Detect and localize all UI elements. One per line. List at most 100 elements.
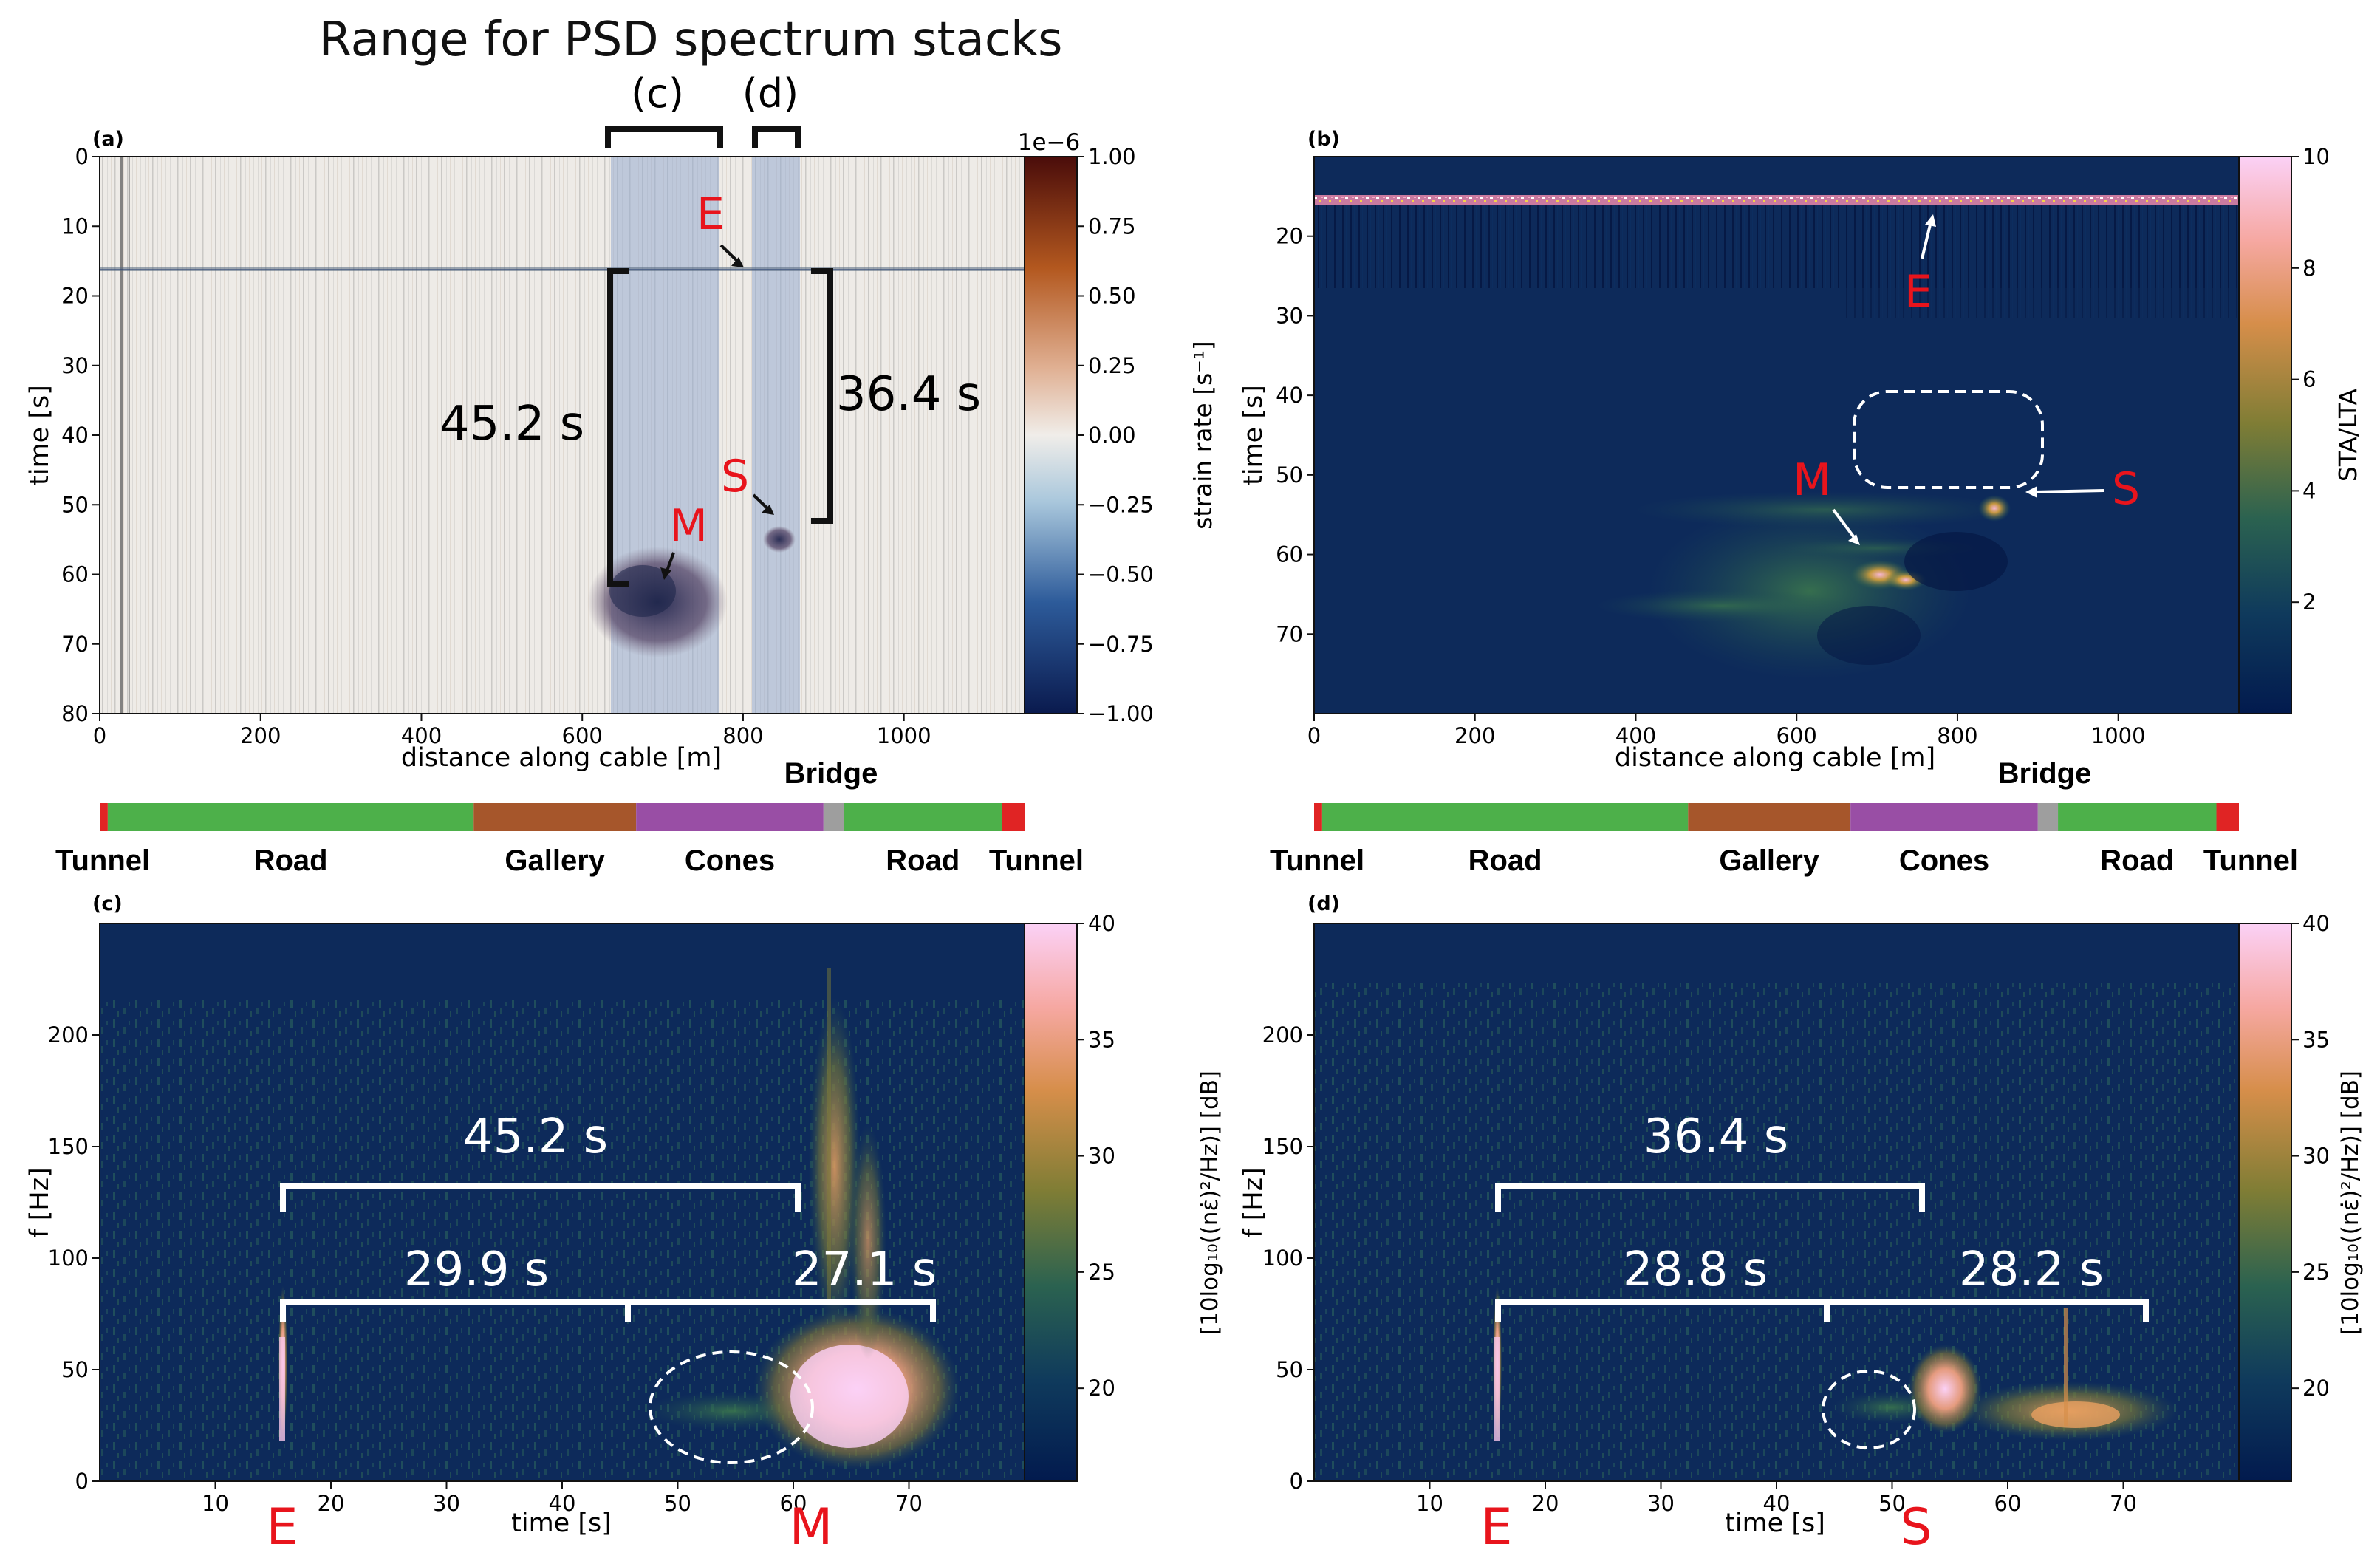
panel-b-dashed-region (1853, 390, 2044, 489)
colorbar-tick-label: 20 (1088, 1376, 1115, 1401)
event-m-a: M (669, 500, 708, 552)
x-tick-label: 30 (1647, 1491, 1675, 1516)
panel-b-bridge-label: Bridge (1998, 757, 2092, 790)
panel-d-label: (d) (1307, 892, 1340, 915)
x-tick-label: 400 (1615, 723, 1656, 748)
cable-section-label: Gallery (1719, 844, 1819, 877)
y-tick-label: 40 (61, 423, 89, 448)
cable-section-label: Cones (1899, 844, 1989, 877)
panel-d: (d) 10 20 30 40 50 60 70 0 50 100 150 200 time [s]… (1239, 892, 2364, 1557)
cable-section-label: Tunnel (1270, 844, 1364, 877)
y-tick-label: 200 (48, 1022, 89, 1048)
x-tick-label: 600 (1777, 723, 1817, 748)
event-e-b: E (1904, 266, 1932, 318)
panel-a-colorbar-exponent: 1e−6 (1018, 129, 1081, 156)
bracket-28-2-d-label: 28.2 s (1959, 1243, 2104, 1297)
cable-section-tunnel (2216, 803, 2239, 831)
x-tick-label: 0 (1307, 723, 1321, 748)
y-tick-label: 100 (48, 1246, 89, 1271)
y-tick-label: 50 (61, 492, 89, 517)
y-tick-label: 200 (1262, 1022, 1303, 1048)
panel-b-xlabel: distance along cable [m] (1615, 743, 1935, 773)
bracket-29-9-c (280, 1299, 936, 1322)
cable-section-label: Road (2100, 844, 2174, 877)
x-tick-label: 200 (1454, 723, 1495, 748)
colorbar-tick-label: 30 (2302, 1144, 2330, 1169)
event-e-a: E (697, 188, 725, 240)
bracket-28-8-d (1495, 1299, 2149, 1322)
cable-section-label: Road (254, 844, 328, 877)
cable-section-tunnel (1314, 803, 1322, 831)
panel-a-ylabel: time [s] (25, 385, 55, 485)
cable-section-gallery (1688, 803, 1851, 831)
panel-d-colorbar-label: [10log₁₀((nε̇)²/Hz)] [dB] (2337, 1070, 2364, 1335)
y-tick-label: 0 (75, 144, 89, 169)
colorbar-tick-label: 0.50 (1088, 284, 1136, 309)
bracket-36-4-d-label: 36.4 s (1644, 1110, 1788, 1164)
bracket-36-4-a (811, 268, 833, 524)
y-tick-label: 50 (1276, 1357, 1303, 1382)
x-tick-label: 40 (1763, 1491, 1791, 1516)
stack-range-c-label: (c) (631, 70, 684, 117)
event-s-b-signal (1978, 495, 2011, 522)
panel-d-dashed-region (1822, 1370, 1916, 1449)
x-tick-label: 60 (780, 1491, 807, 1516)
panel-c-label: (c) (92, 892, 123, 915)
colorbar-tick-label: 1.00 (1088, 144, 1136, 169)
colorbar-tick-label: 35 (1088, 1027, 1115, 1052)
panel-c: (c) 10 20 30 40 50 60 70 0 50 100 150 200 time [s]… (25, 892, 1223, 1557)
colorbar-tick-label: −1.00 (1088, 701, 1154, 726)
colorbar-tick-label: −0.75 (1088, 632, 1154, 657)
y-tick-label: 150 (1262, 1134, 1303, 1159)
suptitle: Range for PSD spectrum stacks (319, 13, 1063, 67)
y-tick-label: 0 (1290, 1469, 1303, 1494)
panel-d-colorbar (2239, 923, 2291, 1481)
event-e-d: E (1481, 1498, 1513, 1557)
y-tick-label: 150 (48, 1134, 89, 1159)
x-tick-label: 70 (2110, 1491, 2137, 1516)
colorbar-tick-label: 40 (2302, 911, 2330, 936)
panel-b-colorbar-label: STA/LTA (2333, 388, 2362, 482)
colorbar-tick-label: 6 (2302, 367, 2316, 392)
panel-c-x-axis: 10 20 30 40 50 60 70 (202, 1481, 923, 1516)
x-tick-label: 800 (722, 723, 763, 748)
y-tick-label: 30 (1276, 303, 1303, 328)
panel-c-dashed-region (649, 1350, 814, 1464)
x-tick-label: 50 (1878, 1491, 1906, 1516)
panel-c-y-axis: 0 50 100 150 200 (48, 1022, 100, 1494)
cable-section-label: Road (886, 844, 960, 877)
cable-section-bridge (2037, 803, 2059, 831)
panel-b-label: (b) (1307, 128, 1340, 151)
event-s-d: S (1900, 1498, 1932, 1557)
panel-a-y-axis: 0 10 20 30 40 50 60 70 80 (61, 144, 100, 726)
colorbar-tick-label: 25 (1088, 1260, 1115, 1285)
y-tick-label: 20 (1276, 224, 1303, 249)
cable-section-label: Tunnel (55, 844, 150, 877)
x-tick-label: 50 (664, 1491, 691, 1516)
colorbar-tick-label: 40 (1088, 911, 1115, 936)
x-tick-label: 200 (240, 723, 281, 748)
panel-a: (a) (c) (d) 0 200 400 600 800 1000 0 10 20 30 40 5… (25, 70, 1217, 790)
panel-c-ylabel: f [Hz] (25, 1167, 55, 1237)
y-tick-label: 30 (61, 353, 89, 378)
stack-band-d (752, 157, 800, 714)
panel-b: (b) 0 200 400 600 800 1000 20 30 40 50 60 70 dista… (1239, 128, 2362, 790)
stack-range-d-label: (d) (742, 70, 799, 117)
panel-a-colorbar-ticks: 1.00 0.75 0.50 0.25 0.00 −0.25 −0.50 −0.75 −1.00 (1077, 144, 1154, 726)
cable-section-cones (1850, 803, 2038, 831)
y-tick-label: 60 (61, 562, 89, 587)
x-tick-label: 30 (433, 1491, 460, 1516)
x-tick-label: 400 (401, 723, 442, 748)
panel-b-ylabel: time [s] (1239, 385, 1268, 485)
cable-section-bar-left: Tunnel Road Gallery Cones Road Tunnel (55, 803, 1084, 877)
panel-b-y-axis: 20 30 40 50 60 70 (1276, 224, 1314, 646)
cable-section-label: Cones (685, 844, 775, 877)
x-tick-label: 70 (895, 1491, 923, 1516)
panel-a-bridge-label: Bridge (784, 757, 878, 790)
panel-c-colorbar-label: [10log₁₀((nε̇)²/Hz)] [dB] (1197, 1070, 1223, 1335)
bracket-28-8-d-label: 28.8 s (1623, 1243, 1768, 1297)
panel-d-colorbar-ticks: 40 35 30 25 20 (2291, 911, 2330, 1401)
panel-b-colorbar-ticks: 10 8 6 4 2 (2291, 144, 2330, 615)
cable-section-road (844, 803, 1002, 831)
cable-section-road (2058, 803, 2217, 831)
